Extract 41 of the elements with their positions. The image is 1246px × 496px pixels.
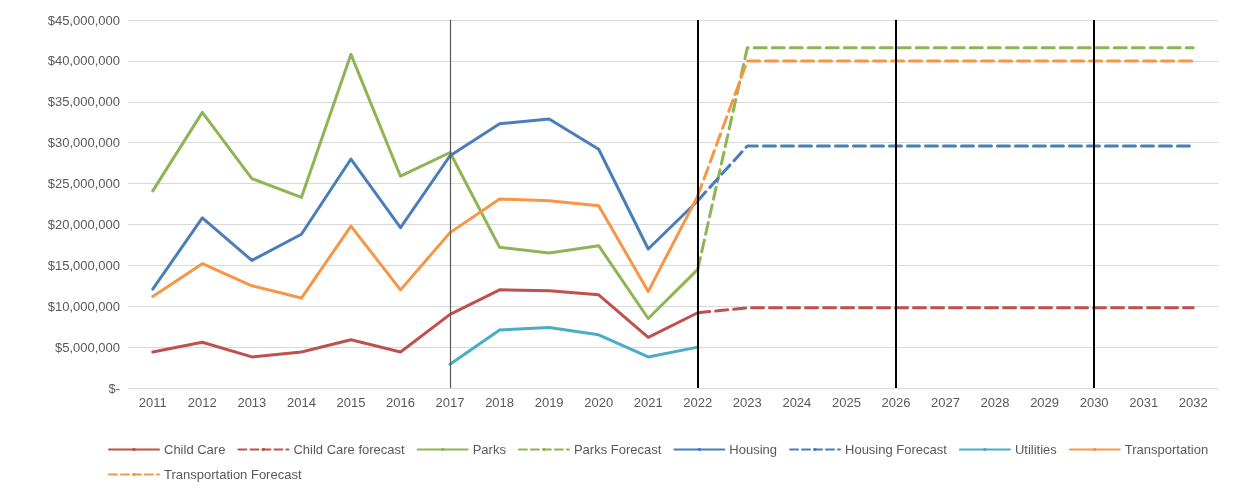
legend-label: Parks (472, 442, 507, 457)
x-tick-label: 2029 (1030, 395, 1060, 410)
x-tick-label: 2025 (831, 395, 861, 410)
x-tick-label: 2032 (1178, 395, 1208, 410)
legend-label: Child Care (164, 442, 226, 457)
x-tick-label: 2011 (138, 395, 167, 410)
legend-label: Child Care forecast (293, 442, 406, 457)
x-tick-label: 2019 (534, 395, 564, 410)
x-tick-label: 2014 (286, 395, 316, 410)
x-tick-label: 2031 (1129, 395, 1159, 410)
y-tick-label: $5,000,000 (54, 339, 120, 355)
y-tick-label: $30,000,000 (47, 135, 120, 151)
x-tick-label: 2024 (782, 395, 812, 410)
x-tick-label: 2026 (881, 395, 911, 410)
y-tick-label: $35,000,000 (47, 94, 120, 110)
y-tick-label: $25,000,000 (47, 176, 120, 192)
x-tick-label: 2013 (237, 395, 267, 410)
x-tick-label: 2018 (485, 395, 515, 410)
y-tick-label: $- (108, 380, 120, 396)
y-tick-label: $45,000,000 (47, 12, 120, 28)
x-tick-label: 2030 (1079, 395, 1109, 410)
x-tick-label: 2012 (187, 395, 217, 410)
legend-label: Transportation (1124, 442, 1209, 457)
legend-label: Parks Forecast (573, 442, 662, 457)
x-tick-label: 2017 (435, 395, 465, 410)
x-tick-label: 2021 (633, 395, 663, 410)
legend-label: Housing Forecast (845, 442, 948, 457)
y-tick-label: $40,000,000 (47, 53, 120, 69)
y-tick-label: $10,000,000 (47, 298, 120, 314)
x-tick-label: 2015 (336, 395, 366, 410)
x-tick-label: 2023 (732, 395, 762, 410)
x-tick-label: 2020 (584, 395, 614, 410)
x-tick-label: 2022 (683, 395, 713, 410)
y-tick-label: $15,000,000 (47, 257, 120, 273)
legend-label: Utilities (1014, 442, 1058, 457)
legend-label: Transportation Forecast (164, 467, 302, 482)
x-tick-label: 2016 (386, 395, 415, 410)
legend-label: Housing (729, 442, 778, 457)
y-tick-label: $20,000,000 (47, 216, 120, 232)
x-tick-label: 2027 (931, 395, 960, 410)
x-tick-label: 2028 (980, 395, 1010, 410)
